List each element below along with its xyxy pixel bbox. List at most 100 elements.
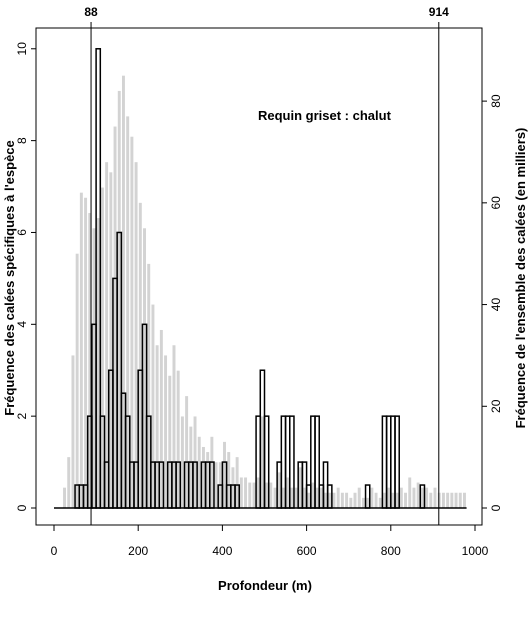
gray-bar [374,492,378,508]
gray-bar [185,396,189,508]
gray-bar [155,345,159,508]
gray-bar [391,492,395,508]
y-left-tick-label: 6 [15,229,29,236]
y-right-tick-label: 60 [489,196,503,210]
gray-bar [387,487,391,508]
gray-bar [256,477,260,508]
y-right-tick-label: 0 [489,504,503,511]
gray-bar [303,487,306,508]
x-axis-title: Profondeur (m) [218,578,312,593]
gray-bar [395,492,399,508]
y-left-tick-label: 0 [15,504,29,511]
y-right-tick-label: 40 [489,298,503,312]
gray-bar [92,228,96,509]
gray-bar [412,487,416,508]
gray-bar [269,482,273,508]
gray-bar [239,477,243,508]
gray-bar [281,487,285,508]
gray-bar [454,492,458,508]
gray-bar [324,492,328,508]
y-axis-right-title: Fréquence de l'ensemble des calées (en m… [513,128,528,429]
gray-bar [404,492,408,508]
gray-bar [105,162,109,508]
y-right-tick-label: 80 [489,94,503,108]
gray-bar [332,492,336,508]
gray-bar [340,492,344,508]
axes: 88 914 0 200 400 600 800 1000 0 2 4 6 8 10 0 20 40 60 80 [15,5,503,558]
reference-line-label: 88 [84,5,98,19]
gray-bar [370,487,374,508]
gray-bar [399,487,403,508]
gray-bar [227,452,231,508]
gray-bar [79,192,83,508]
gray-bar [172,345,176,508]
gray-bar [458,492,462,508]
gray-bar [433,487,437,508]
x-tick-label: 400 [212,544,232,558]
y-right-tick-label: 20 [489,399,503,413]
gray-bar [319,487,323,508]
gray-bar [75,253,79,508]
gray-bar [84,197,88,508]
gray-bar [235,457,239,508]
gray-bar [210,436,214,508]
x-tick-label: 600 [297,544,317,558]
gray-bar [197,436,201,508]
gray-bar [113,126,117,508]
reference-line-label: 914 [429,5,449,19]
gray-bar [121,75,125,508]
gray-bar [463,492,466,508]
gray-bar [353,492,357,508]
gray-bar [138,202,142,508]
gray-bar [277,472,281,508]
gray-bar [315,487,319,508]
gray-bar [223,441,226,508]
gray-bar [176,370,180,508]
gray-bar [96,218,100,508]
gray-bar [311,482,315,508]
gray-bar [446,492,450,508]
gray-bar [429,492,433,508]
x-tick-label: 800 [381,544,401,558]
gray-bar [349,497,353,508]
gray-bar [248,482,252,508]
gray-bar [147,263,151,508]
gray-bar [143,228,146,509]
chart-annotation: Requin griset : chalut [258,108,392,123]
y-left-tick-label: 2 [15,412,29,419]
y-left-tick-label: 10 [15,42,29,56]
gray-bar [231,467,235,508]
plot-frame [35,27,483,526]
gray-bar [88,213,92,509]
gray-bar [298,467,302,508]
gray-bar [441,492,445,508]
x-tick-label: 1000 [462,544,489,558]
gray-bar [168,375,172,508]
x-tick-label: 0 [51,544,58,558]
gray-bar [67,457,71,508]
x-tick-label: 200 [128,544,148,558]
plot-area [54,48,467,509]
gray-bar [151,304,155,508]
gray-bar [420,487,424,508]
gray-bar [159,329,163,508]
gray-bar [328,492,332,508]
gray-bar [307,492,311,508]
y-left-tick-label: 8 [15,137,29,144]
gray-bar [201,446,205,508]
gray-bar [408,477,412,508]
gray-bar [134,162,138,508]
gray-bar [130,136,134,508]
gray-bar [260,416,264,508]
gray-bar [252,482,256,508]
gray-bar [164,355,168,508]
gray-bar [126,116,130,508]
gray-bar [294,487,298,508]
gray-bar [450,492,454,508]
gray-bar [109,172,113,509]
gray-bar [357,487,361,508]
gray-bar [214,462,218,508]
gray-bar [416,482,420,508]
gray-bar [286,477,290,508]
